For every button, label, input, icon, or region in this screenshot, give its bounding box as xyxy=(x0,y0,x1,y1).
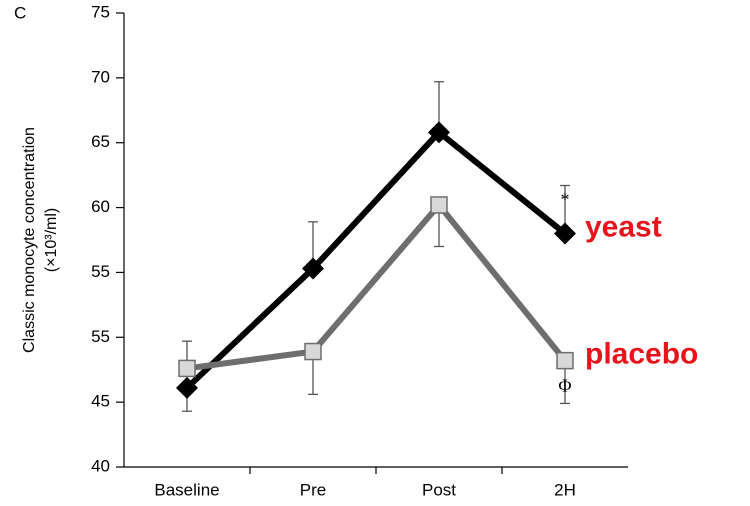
x-tick-label: Pre xyxy=(300,480,326,499)
marker xyxy=(304,342,322,361)
series-label: yeast xyxy=(585,210,662,243)
y-axis-label: (×10³/ml) xyxy=(43,208,60,272)
y-tick-label: 75 xyxy=(91,2,110,21)
marker xyxy=(178,359,196,378)
y-axis-label: Classic monocyte concentration xyxy=(21,127,38,353)
annotation: Φ xyxy=(558,376,571,396)
marker xyxy=(302,257,324,280)
marker xyxy=(556,351,574,370)
series-label: placebo xyxy=(585,338,698,371)
y-tick-label: 55 xyxy=(91,262,110,281)
marker xyxy=(428,121,450,144)
marker xyxy=(554,222,576,245)
y-tick-label: 70 xyxy=(91,67,110,86)
y-tick-label: 65 xyxy=(91,132,110,151)
x-tick-label: 2H xyxy=(554,480,576,499)
panel-label: C xyxy=(14,3,26,22)
series-line xyxy=(186,201,568,372)
y-tick-label: 60 xyxy=(91,197,110,216)
y-tick-label: 55 xyxy=(91,327,110,346)
y-tick-label: 45 xyxy=(91,392,110,411)
x-tick-label: Post xyxy=(422,480,456,499)
series-line xyxy=(184,129,567,391)
marker xyxy=(176,376,198,399)
annotation: * xyxy=(561,190,570,210)
marker xyxy=(430,196,448,214)
x-tick-label: Baseline xyxy=(154,480,219,499)
y-tick-label: 40 xyxy=(91,456,110,475)
